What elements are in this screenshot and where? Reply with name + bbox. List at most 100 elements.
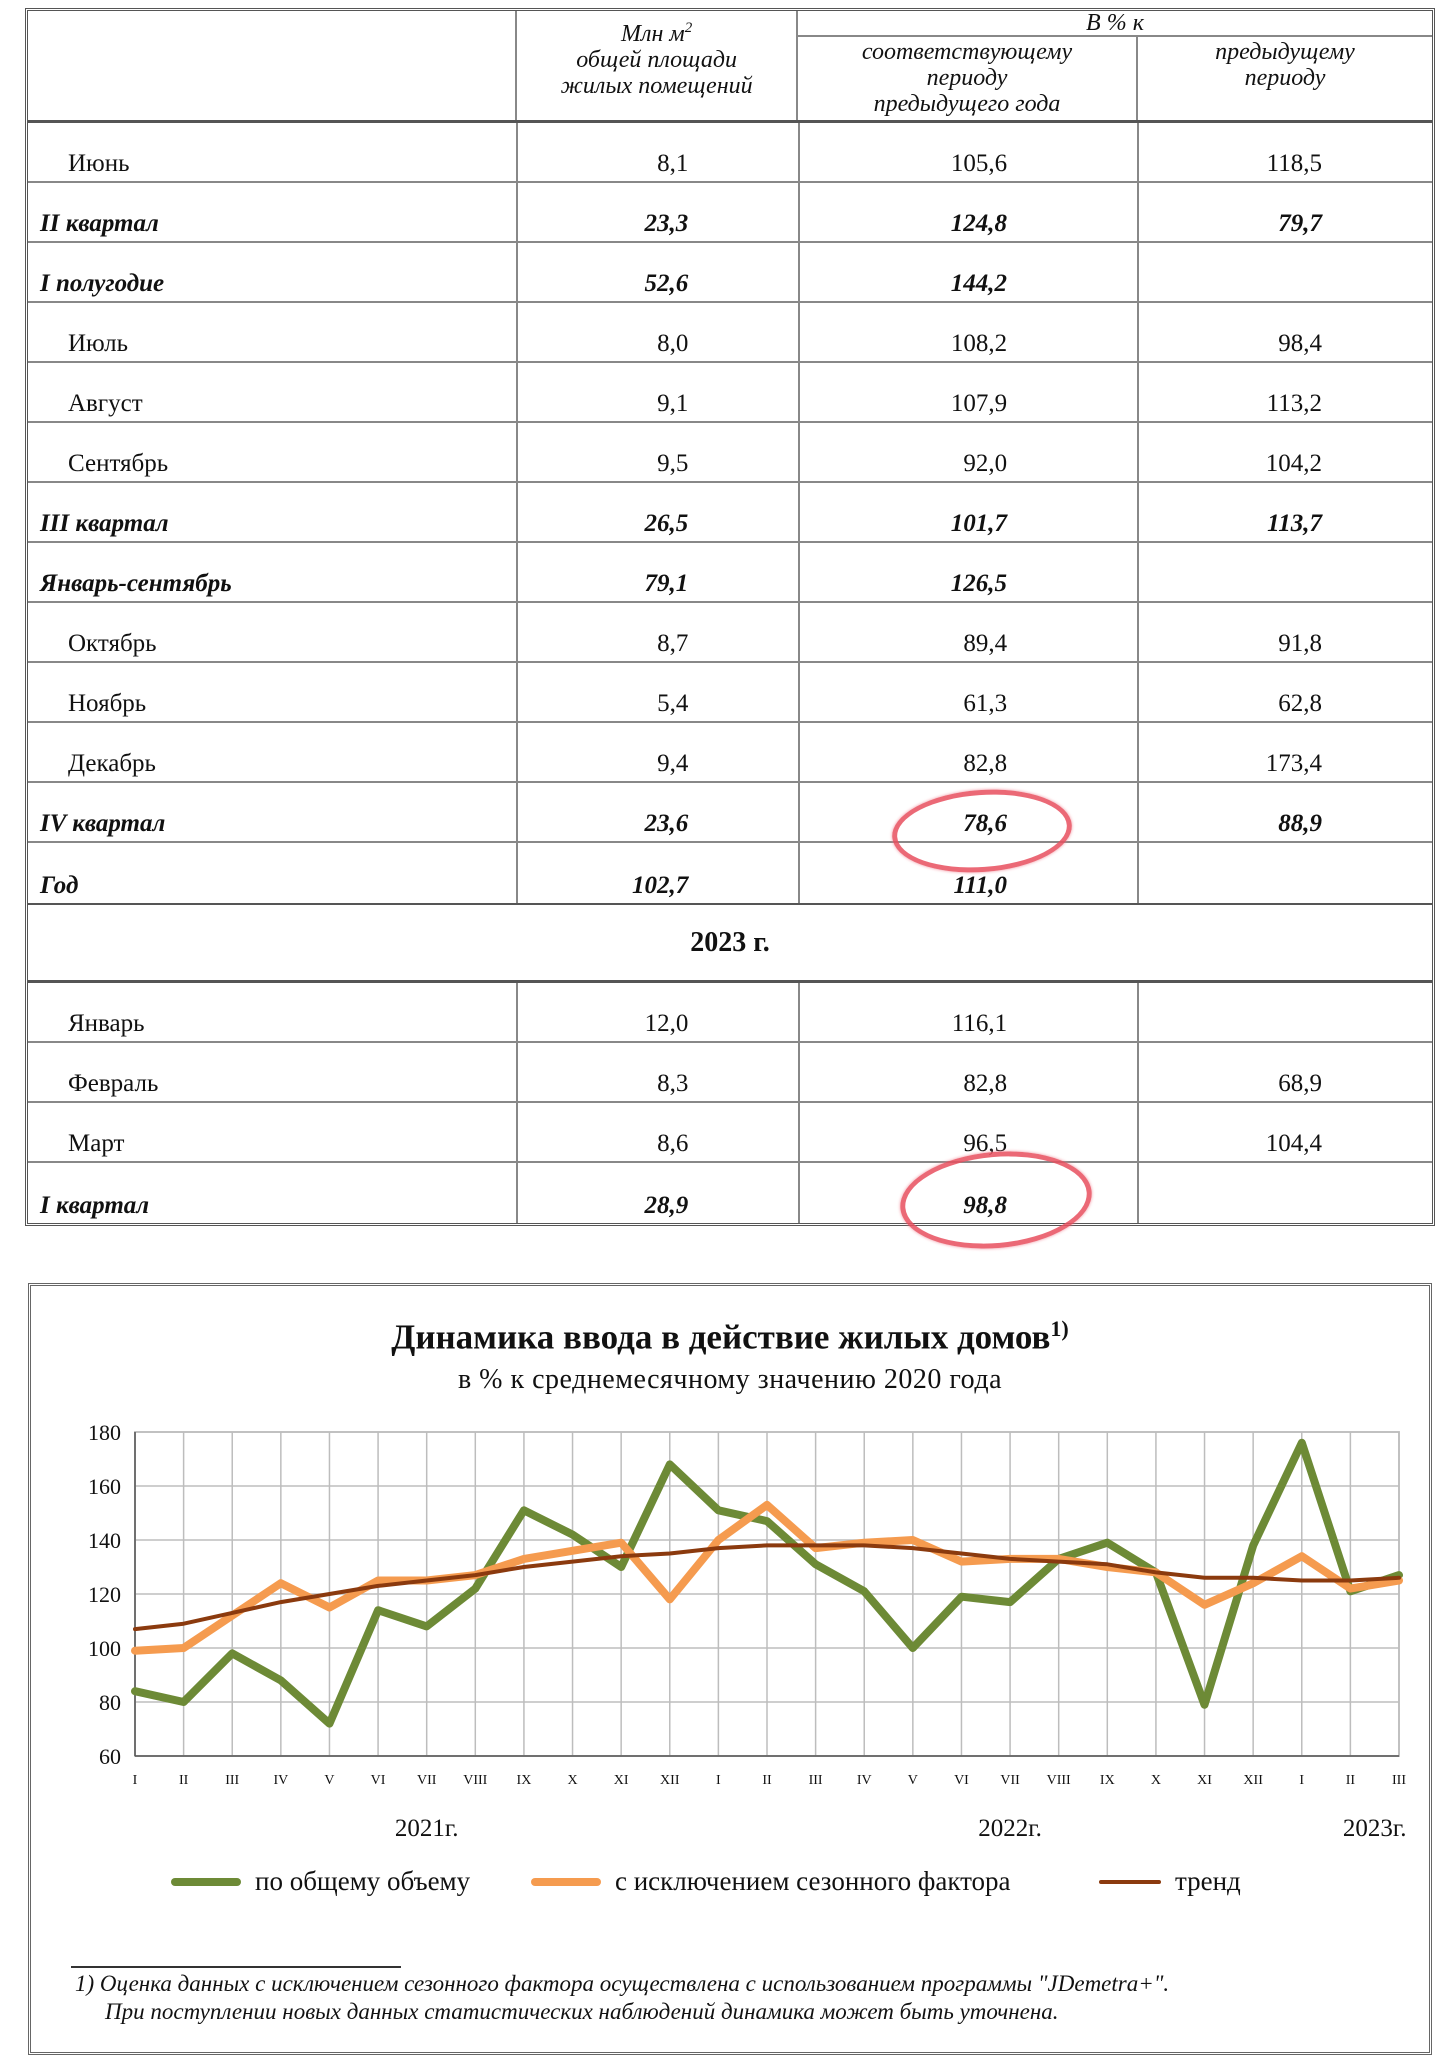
row-label: I квартал xyxy=(28,1163,519,1223)
cell-yoy: 82,8 xyxy=(800,723,1140,781)
row-label: Июль xyxy=(28,303,519,361)
x-tick-label: XI xyxy=(614,1773,629,1788)
row-label: Январь xyxy=(28,983,519,1041)
cell-yoy: 98,8 xyxy=(800,1163,1140,1223)
row-label: IV квартал xyxy=(28,783,519,841)
x-tick-label: II xyxy=(762,1773,772,1788)
row-label: Ноябрь xyxy=(28,663,519,721)
table-header: Млн м2 общей площади жилых помещений В %… xyxy=(28,11,1432,123)
cell-yoy: 89,4 xyxy=(800,603,1140,661)
cell-prev: 91,8 xyxy=(1278,630,1322,657)
x-tick-label: VI xyxy=(371,1773,386,1788)
row-label: I полугодие xyxy=(28,243,519,301)
cell-area: 9,1 xyxy=(518,363,801,421)
row-label: Август xyxy=(28,363,519,421)
table-row: I квартал 28,9 98,8 xyxy=(28,1163,1432,1223)
cell-area: 8,3 xyxy=(518,1043,801,1101)
x-tick-label: XII xyxy=(660,1773,680,1788)
cell-area: 9,5 xyxy=(518,423,801,481)
x-tick-label: IV xyxy=(273,1773,288,1788)
cell-area: 8,6 xyxy=(518,1103,801,1161)
x-tick-label: III xyxy=(809,1773,823,1788)
cell-area: 9,4 xyxy=(518,723,801,781)
cell-prev: 68,9 xyxy=(1278,1070,1322,1097)
row-label: Июнь xyxy=(28,123,519,181)
table-row: Февраль 8,3 82,8 68,9 xyxy=(28,1043,1432,1103)
cell-yoy: 116,1 xyxy=(800,983,1140,1041)
row-label: Февраль xyxy=(28,1043,519,1101)
cell-yoy: 105,6 xyxy=(800,123,1140,181)
legend-item-total: по общему объему xyxy=(171,1866,470,1897)
y-tick-label: 100 xyxy=(88,1636,121,1661)
legend-item-seasonal: с исключением сезонного фактора xyxy=(531,1866,1011,1897)
cell-yoy: 126,5 xyxy=(800,543,1140,601)
header-group-label: В % к xyxy=(798,11,1432,37)
cell-area: 8,0 xyxy=(518,303,801,361)
rows-2022: Июнь 8,1 105,6 118,5 II квартал 23,3 124,8 79,7… xyxy=(28,123,1432,903)
table-row: Ноябрь 5,4 61,3 62,8 xyxy=(28,663,1432,723)
row-label: Декабрь xyxy=(28,723,519,781)
row-label: III квартал xyxy=(28,483,519,541)
cell-prev: 88,9 xyxy=(1278,810,1322,837)
table-row: Июль 8,0 108,2 98,4 xyxy=(28,303,1432,363)
cell-area: 52,6 xyxy=(518,243,801,301)
cell-area: 102,7 xyxy=(518,843,801,903)
row-label: Январь-сентябрь xyxy=(28,543,519,601)
header-area: Млн м2 общей площади жилых помещений xyxy=(517,11,798,120)
y-tick-label: 60 xyxy=(99,1744,121,1769)
table-row: Март 8,6 96,5 104,4 xyxy=(28,1103,1432,1163)
table-row: III квартал 26,5 101,7 113,7 xyxy=(28,483,1432,543)
footnote-divider xyxy=(71,1966,401,1968)
cell-prev xyxy=(1139,543,1432,601)
cell-prev xyxy=(1139,843,1432,903)
table-row: Декабрь 9,4 82,8 173,4 xyxy=(28,723,1432,783)
chart-subtitle: в % к среднемесячному значению 2020 года xyxy=(457,1364,1003,1395)
cell-yoy: 96,5 xyxy=(800,1103,1140,1161)
series-line-trend xyxy=(133,1543,1401,1632)
housing-table: Млн м2 общей площади жилых помещений В %… xyxy=(25,8,1435,1226)
cell-area: 8,1 xyxy=(518,123,801,181)
x-tick-label: XII xyxy=(1243,1773,1263,1788)
table-row: IV квартал 23,6 78,6 88,9 xyxy=(28,783,1432,843)
x-tick-label: X xyxy=(1151,1773,1161,1788)
x-tick-label: V xyxy=(324,1773,334,1788)
x-tick-label: VIII xyxy=(1047,1773,1071,1788)
cell-yoy: 78,6 xyxy=(800,783,1140,841)
legend-swatch-total xyxy=(171,1877,241,1886)
x-tick-label: II xyxy=(179,1773,189,1788)
table-row: II квартал 23,3 124,8 79,7 xyxy=(28,183,1432,243)
x-tick-label: IV xyxy=(857,1773,872,1788)
row-label: Сентябрь xyxy=(28,423,519,481)
cell-prev: 104,4 xyxy=(1265,1130,1322,1157)
x-tick-label: V xyxy=(908,1773,918,1788)
table-row: Январь 12,0 116,1 xyxy=(28,983,1432,1043)
cell-yoy: 107,9 xyxy=(800,363,1140,421)
x-tick-label: I xyxy=(133,1773,138,1788)
x-tick-label: I xyxy=(716,1773,721,1788)
footnote: 1) Оценка данных с исключением сезонного… xyxy=(75,1971,1170,2024)
x-tick-label: III xyxy=(1392,1773,1406,1788)
cell-prev: 104,2 xyxy=(1265,450,1322,477)
table-row: Июнь 8,1 105,6 118,5 xyxy=(28,123,1432,183)
cell-area: 26,5 xyxy=(518,483,801,541)
cell-area: 23,6 xyxy=(518,783,801,841)
row-label: II квартал xyxy=(28,183,519,241)
series-line-seasonal xyxy=(131,1500,1403,1655)
y-tick-label: 80 xyxy=(99,1690,121,1715)
chart-title: Динамика ввода в действие жилых домов1) xyxy=(391,1316,1069,1357)
rows-2023: Январь 12,0 116,1 Февраль 8,3 82,8 68,9 Март 8,6… xyxy=(28,983,1432,1223)
cell-prev: 98,4 xyxy=(1278,330,1322,357)
y-tick-label: 180 xyxy=(88,1420,121,1445)
cell-prev: 113,7 xyxy=(1267,510,1322,537)
cell-area: 5,4 xyxy=(518,663,801,721)
y-tick-label: 120 xyxy=(88,1582,121,1607)
header-percent-group: В % к соответствующему периоду предыдуще… xyxy=(798,11,1432,120)
year-label: 2021г. xyxy=(395,1815,459,1842)
row-label: Октябрь xyxy=(28,603,519,661)
table-row: Сентябрь 9,5 92,0 104,2 xyxy=(28,423,1432,483)
cell-yoy: 101,7 xyxy=(800,483,1140,541)
x-tick-label: IX xyxy=(1100,1773,1115,1788)
x-tick-label: IX xyxy=(517,1773,532,1788)
cell-area: 79,1 xyxy=(518,543,801,601)
